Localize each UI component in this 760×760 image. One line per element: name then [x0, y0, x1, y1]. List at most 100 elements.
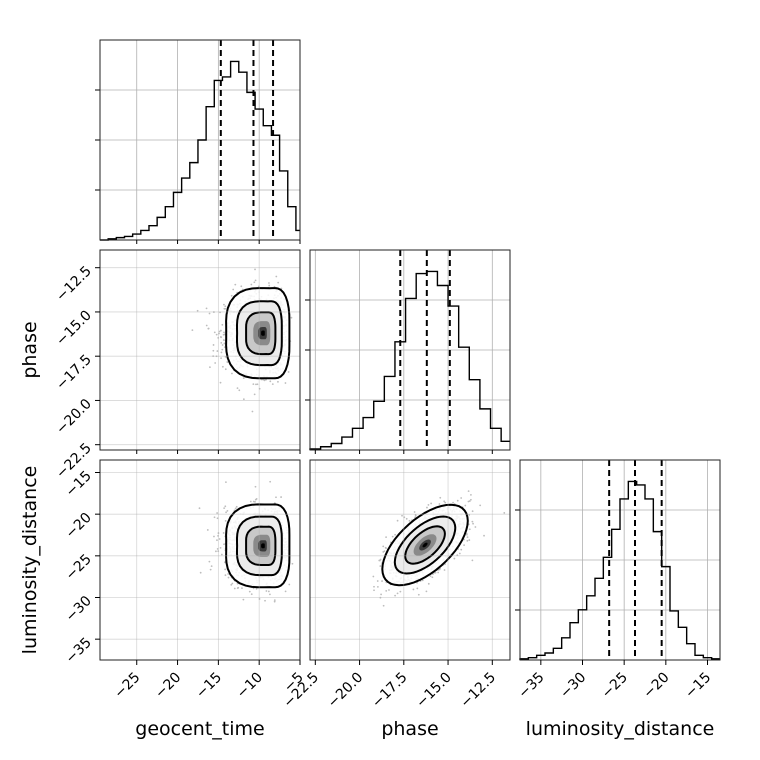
sample-point: [379, 558, 382, 561]
y-tick-label-luminosity_distance: −20: [63, 510, 95, 542]
sample-point: [280, 496, 282, 498]
sample-point: [443, 569, 446, 571]
hist-panel-phase: [305, 249, 511, 451]
sample-point: [471, 520, 474, 523]
histogram-phase: [309, 270, 510, 450]
sample-point: [291, 562, 294, 565]
sample-point: [376, 585, 379, 588]
y-tick-label-luminosity_distance: −25: [63, 551, 95, 583]
sample-point: [219, 336, 222, 338]
sample-point: [222, 333, 225, 336]
sample-point: [227, 576, 230, 579]
sample-point: [288, 583, 291, 586]
panel-frame: [519, 459, 721, 661]
sample-point: [267, 590, 270, 593]
sample-point: [385, 589, 388, 592]
y-axis-label-phase: phase: [19, 321, 41, 378]
sample-point: [466, 539, 469, 542]
sample-point: [209, 568, 212, 571]
sample-point: [275, 496, 277, 499]
sample-point: [427, 504, 430, 506]
x-tick-label-phase: −12.5: [457, 670, 499, 712]
sample-point: [218, 330, 221, 333]
sample-point: [224, 305, 227, 308]
sample-point: [240, 285, 243, 288]
contour-line-0: [381, 503, 469, 587]
sample-point: [472, 522, 474, 525]
sample-point: [242, 598, 245, 601]
sample-point: [464, 504, 467, 507]
sample-point: [458, 552, 461, 555]
hist-panel-luminosity_distance: [515, 459, 721, 661]
sample-point: [384, 546, 387, 549]
sample-point: [378, 559, 381, 562]
sample-point: [225, 511, 227, 514]
sample-point: [254, 485, 257, 488]
sample-point: [264, 599, 266, 602]
sample-point: [220, 553, 223, 556]
sample-point: [269, 380, 272, 383]
sample-point: [254, 498, 257, 501]
sample-point: [429, 575, 432, 578]
y-tick-label-luminosity_distance: −30: [63, 593, 95, 625]
sample-point: [474, 526, 477, 528]
sample-point: [268, 282, 270, 284]
sample-point: [431, 576, 434, 579]
sample-point: [224, 519, 227, 522]
sample-point: [251, 410, 254, 413]
sample-point: [208, 560, 211, 563]
panel-frame: [99, 39, 301, 241]
sample-point: [469, 498, 472, 501]
density-level-5: [261, 330, 265, 336]
sample-point: [223, 561, 226, 564]
sample-point: [213, 331, 216, 334]
sample-point: [438, 503, 441, 505]
sample-point: [265, 590, 268, 592]
sample-point: [273, 600, 276, 603]
sample-point: [372, 575, 375, 578]
contour-line-2: [245, 525, 277, 566]
x-tick-label-phase: −15.0: [413, 670, 455, 712]
sample-point: [221, 365, 224, 368]
sample-point: [224, 574, 227, 577]
sample-point: [284, 382, 287, 384]
sample-point: [438, 568, 441, 571]
sample-point: [249, 500, 252, 503]
y-axis-label-luminosity_distance: luminosity_distance: [19, 466, 41, 655]
sample-point: [205, 324, 208, 327]
x-tick-label-luminosity_distance: −25: [599, 670, 631, 702]
sample-point: [219, 381, 222, 384]
sample-point: [468, 528, 471, 531]
sample-point: [221, 344, 224, 346]
x-axis-label-phase: phase: [381, 718, 438, 740]
sample-point: [230, 583, 233, 586]
sample-point: [223, 331, 225, 334]
sample-point: [466, 536, 469, 539]
sample-point: [471, 559, 474, 562]
sample-point: [215, 333, 218, 336]
sample-point: [468, 539, 471, 541]
sample-point: [224, 307, 227, 310]
sample-point: [233, 587, 236, 590]
panel-frame: [99, 249, 301, 451]
hist-panel-geocent_time: [95, 39, 301, 241]
contour-line-2: [245, 311, 277, 356]
x-axis-label-geocent_time: geocent_time: [135, 718, 264, 740]
sample-point: [231, 582, 234, 585]
sample-point: [268, 284, 271, 287]
sample-point: [416, 587, 419, 590]
x-tick-label-phase: −20.0: [325, 670, 367, 712]
sample-point: [250, 283, 253, 286]
sample-point: [252, 383, 255, 386]
sample-point: [241, 587, 243, 589]
sample-point: [223, 342, 226, 345]
sample-point: [226, 509, 229, 512]
sample-point: [427, 582, 430, 585]
sample-point: [255, 383, 257, 386]
sample-point: [234, 507, 237, 510]
sample-point: [470, 493, 472, 496]
sample-point: [220, 329, 222, 332]
sample-point: [394, 533, 397, 536]
sample-point: [430, 502, 433, 505]
